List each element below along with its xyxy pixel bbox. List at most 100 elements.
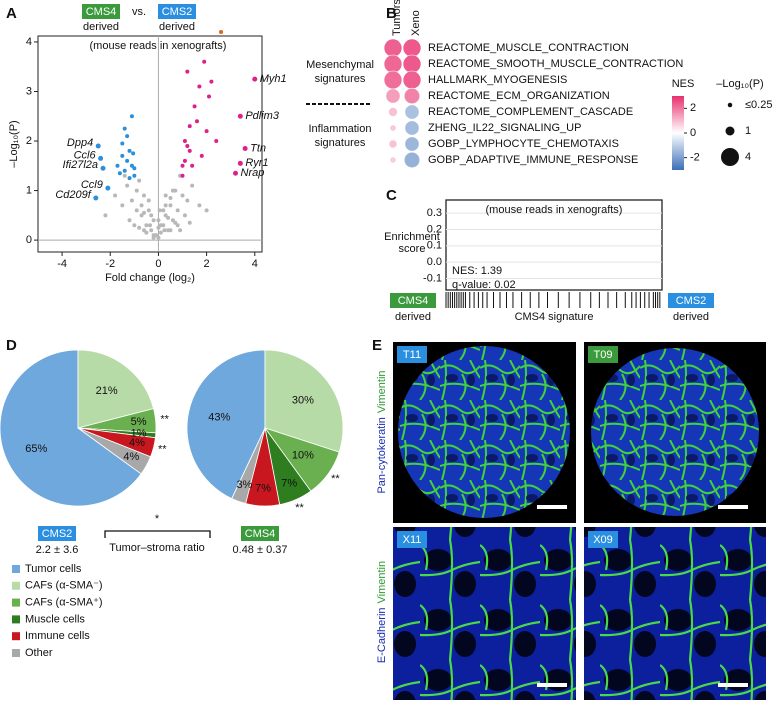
compare-left: CMS4 (86, 6, 117, 18)
tissue-core (398, 346, 570, 518)
pie-slice (186, 349, 266, 500)
plot-title: (mouse reads in xenografts) (486, 204, 623, 216)
gene-label: Ifi27l2a (63, 159, 98, 171)
dot (403, 87, 421, 105)
y-tick-label: 0.0 (427, 256, 442, 268)
gene-label: Ryr1 (245, 157, 268, 169)
y-tick-label: 1 (26, 184, 32, 196)
pie-slice (0, 349, 142, 507)
point (120, 153, 125, 158)
point (233, 170, 239, 176)
point (180, 193, 185, 198)
point (237, 113, 243, 119)
point (95, 143, 101, 149)
point (158, 223, 163, 228)
point (141, 210, 146, 215)
point (202, 59, 207, 64)
gene-label: Ccl9 (81, 179, 103, 191)
size-key (725, 126, 735, 136)
scale-bar (718, 505, 748, 509)
significance-mark: ** (160, 414, 169, 426)
legend-swatch (12, 581, 20, 590)
size-key-label: 1 (745, 125, 751, 137)
y-tick-label: 4 (26, 36, 32, 48)
point (180, 163, 185, 168)
sample-label: T09 (594, 349, 613, 361)
column-label: Tumors (391, 0, 403, 36)
point (185, 69, 190, 74)
scale-bar (537, 505, 567, 509)
gene-label: Ttn (250, 142, 266, 154)
gene-label: Ccl6 (74, 149, 97, 161)
point (170, 218, 175, 223)
pie-label: 7% (255, 483, 271, 495)
dot (383, 54, 403, 74)
pathway-label: REACTOME_SMOOTH_MUSCLE_CONTRACTION (428, 58, 683, 70)
y-tick-label: 0.3 (427, 207, 442, 219)
point (125, 134, 130, 139)
ratio-group: CMS4 (245, 528, 276, 540)
point (120, 203, 125, 208)
point (187, 220, 192, 225)
point (117, 171, 122, 176)
color-bar (672, 96, 684, 170)
stat-label: NES: 1.39 (452, 265, 502, 277)
side-badge (390, 293, 436, 308)
significance-bracket (104, 530, 211, 538)
legend-swatch (12, 615, 20, 624)
x-tick-label: 2 (204, 258, 210, 270)
y-tick-label: 2 (26, 135, 32, 147)
pie-label: 7% (281, 478, 297, 490)
y-tick-label: -0.1 (423, 272, 442, 284)
y-axis-label: Enrichment (384, 231, 440, 243)
gene-label: Dpp4 (67, 137, 93, 149)
side-label: CMS2 (676, 295, 707, 307)
pathway-label: GOBP_ADAPTIVE_IMMUNE_RESPONSE (428, 154, 638, 166)
point (180, 173, 185, 178)
ratio-value: 0.48 ± 0.37 (233, 544, 288, 556)
side-sub: derived (673, 311, 709, 323)
dot (404, 120, 420, 136)
color-legend-title: NES (672, 78, 695, 90)
side-sub: derived (395, 311, 431, 323)
compare-right: CMS2 (162, 6, 193, 18)
legend-label: CAFs (α-SMA⁺) (25, 597, 103, 609)
size-key (727, 102, 733, 108)
size-key-label: 4 (745, 151, 751, 163)
point (207, 94, 212, 99)
compare-sub: derived (159, 21, 195, 33)
pie-label: 3% (236, 479, 252, 491)
point (161, 208, 166, 213)
point (134, 208, 139, 213)
stain-label: Pan-cytokeratin Vimentin (376, 370, 388, 493)
point (252, 76, 258, 82)
point (185, 198, 190, 203)
legend-label: Tumor cells (25, 563, 82, 575)
point (125, 158, 130, 163)
compare-joiner: vs. (132, 6, 146, 18)
micrograph (584, 527, 766, 700)
ratio-group: CMS2 (42, 528, 73, 540)
size-legend-title: –Log₁₀(P) (716, 78, 763, 90)
point (173, 220, 178, 225)
stain-name: E-Cadherin (376, 607, 388, 663)
point (219, 30, 224, 35)
compare-badge (82, 4, 120, 19)
compare-sub: derived (83, 21, 119, 33)
sample-label: X11 (403, 534, 422, 546)
legend-label: Immune cells (25, 630, 90, 642)
plot-title: (mouse reads in xenografts) (90, 40, 227, 52)
pie-slice (77, 349, 155, 429)
group-label: signatures (315, 73, 366, 85)
pie-label: 65% (25, 443, 47, 455)
panel-label: B (386, 5, 397, 22)
pie-label: 21% (96, 385, 118, 397)
scale-bar (718, 683, 748, 687)
tissue-core (591, 348, 759, 516)
compare-badge (158, 4, 196, 19)
color-tick-label: 0 (690, 127, 696, 139)
stain-name: Vimentin (376, 561, 388, 604)
point (137, 225, 142, 230)
panel-label: E (372, 337, 382, 354)
